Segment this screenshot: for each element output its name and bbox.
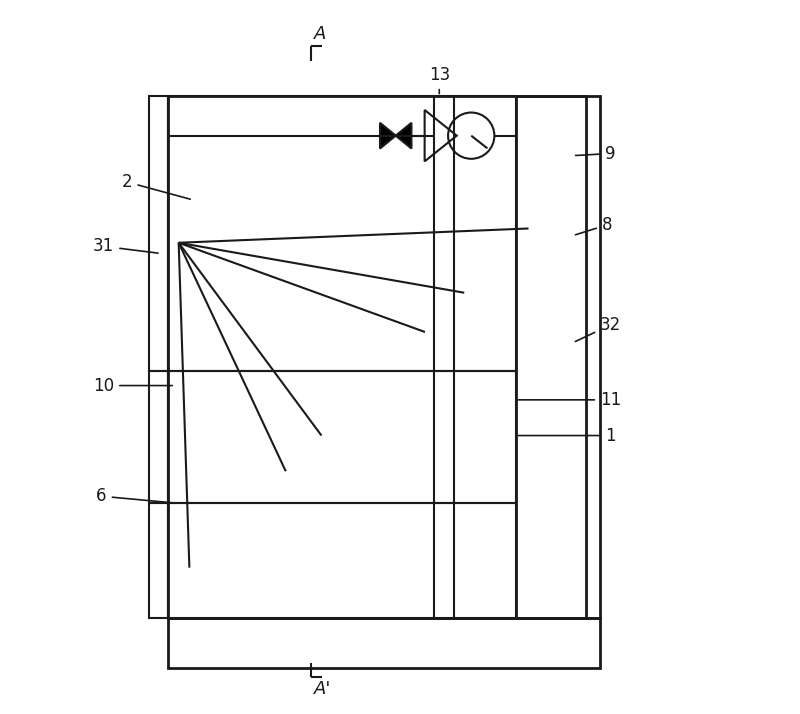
Text: A: A	[314, 25, 326, 43]
Bar	[168, 503, 516, 618]
Text: 31: 31	[93, 237, 158, 256]
Text: 1: 1	[518, 426, 616, 445]
Text: 13: 13	[429, 66, 450, 94]
Text: A': A'	[314, 680, 332, 698]
Bar	[149, 503, 168, 618]
Bar	[516, 96, 600, 618]
Text: 6: 6	[96, 487, 176, 506]
Text: 2: 2	[122, 173, 190, 199]
Polygon shape	[380, 123, 396, 149]
Bar	[168, 618, 600, 668]
Text: 11: 11	[518, 391, 622, 409]
Text: 32: 32	[575, 316, 622, 341]
Bar	[149, 371, 168, 503]
Text: 10: 10	[93, 376, 172, 395]
Bar	[168, 96, 516, 371]
Bar	[149, 96, 168, 371]
Polygon shape	[396, 123, 411, 149]
Text: 9: 9	[575, 144, 616, 163]
Bar	[168, 96, 586, 618]
Bar	[168, 371, 516, 503]
Text: 8: 8	[575, 216, 612, 235]
